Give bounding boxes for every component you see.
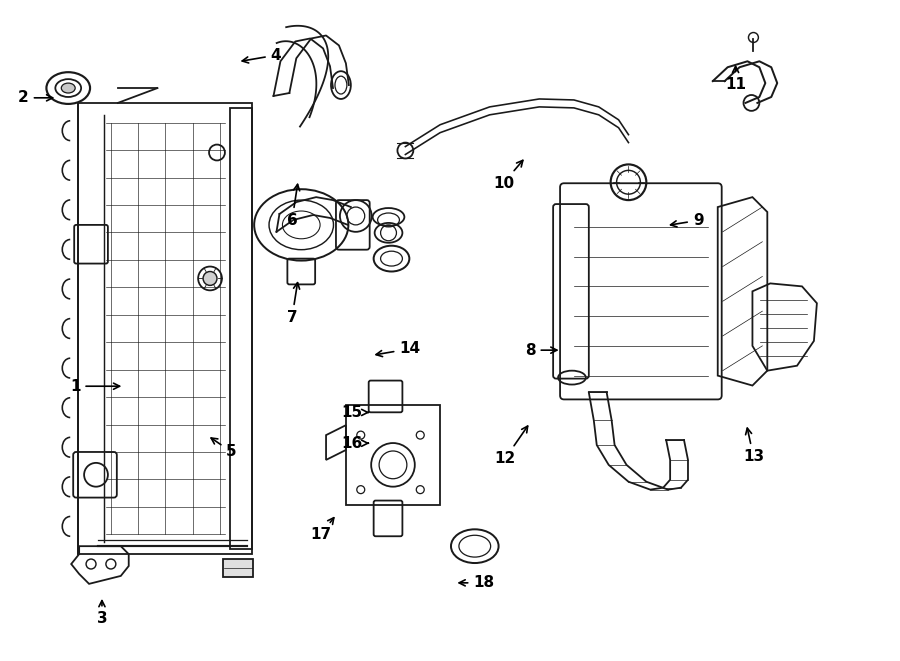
Text: 5: 5 [212,438,237,459]
Text: 13: 13 [742,428,764,464]
Text: 1: 1 [70,379,120,394]
Text: 12: 12 [495,426,527,466]
Text: 11: 11 [725,66,746,92]
Text: 10: 10 [493,161,523,190]
Text: 9: 9 [670,213,704,228]
Ellipse shape [61,83,76,93]
Text: 18: 18 [459,575,494,590]
Text: 14: 14 [376,341,420,356]
Text: 7: 7 [287,283,300,325]
Text: 3: 3 [96,601,107,627]
Text: 15: 15 [341,405,368,420]
Text: 17: 17 [310,518,334,543]
FancyBboxPatch shape [223,559,253,577]
Text: 16: 16 [341,436,368,451]
Text: 2: 2 [18,91,53,105]
Text: 4: 4 [242,48,282,63]
Text: 6: 6 [287,184,300,228]
Text: 8: 8 [525,342,557,358]
Circle shape [203,272,217,286]
